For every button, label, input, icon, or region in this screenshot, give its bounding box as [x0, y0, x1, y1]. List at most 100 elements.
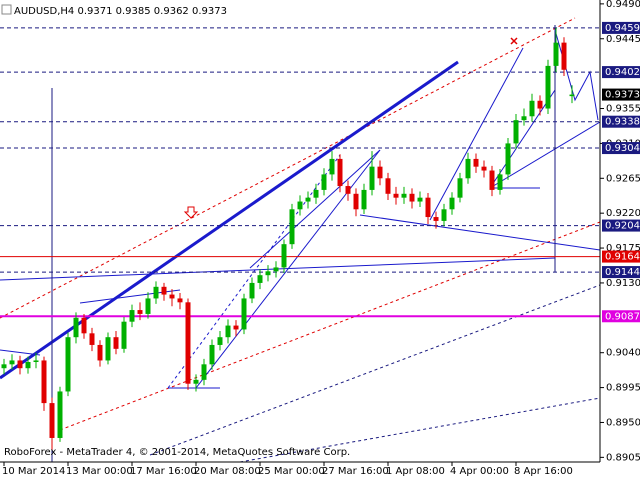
level-label: 0.9144	[605, 267, 640, 278]
candle-body	[537, 100, 543, 109]
level-label: 0.9164	[605, 252, 640, 263]
candle-body	[57, 391, 63, 438]
candle-body	[457, 178, 463, 198]
level-label: 0.9304	[605, 143, 640, 154]
candle-body	[401, 193, 407, 198]
candle-body	[193, 379, 199, 384]
candle-body	[489, 170, 495, 190]
candle-body	[337, 158, 343, 187]
candle-body	[97, 344, 103, 361]
level-box	[602, 266, 640, 279]
level-label: 0.9204	[605, 221, 640, 232]
candle-body	[553, 42, 559, 66]
candle-body	[521, 116, 527, 121]
y-tick-label: 0.8950	[606, 417, 640, 428]
level-box	[602, 115, 640, 128]
candle-body	[417, 197, 423, 202]
x-tick-label: 8 Apr 16:00	[514, 466, 573, 477]
candle-body	[473, 158, 479, 167]
candle-body	[409, 193, 415, 202]
level-box	[602, 21, 640, 34]
candle-body	[257, 275, 263, 283]
y-tick-label: 0.9130	[606, 278, 640, 289]
candle-body	[353, 193, 359, 210]
candle-body	[33, 360, 39, 363]
candle-body	[161, 286, 167, 295]
level-box	[602, 66, 640, 79]
candle-body	[217, 337, 223, 345]
candle-body	[73, 317, 79, 338]
level-label: 0.9338	[605, 117, 640, 128]
candle-body	[113, 337, 119, 349]
candle-body	[449, 197, 455, 210]
x-tick-label: 13 Mar 00:00	[66, 466, 133, 477]
x-tick-label: 25 Mar 00:00	[258, 466, 325, 477]
candle-body	[545, 65, 551, 109]
candle-body	[345, 186, 351, 194]
level-lines	[0, 27, 600, 318]
candle-body	[433, 217, 439, 221]
y-tick-label: 0.8995	[606, 383, 640, 394]
candle-body	[313, 189, 319, 198]
candle-body	[369, 166, 375, 190]
candle-body	[505, 143, 511, 175]
footer: RoboForex - MetaTrader 4, © 2001-2014, M…	[4, 447, 350, 458]
candle-body	[385, 178, 391, 194]
candle-body	[185, 302, 191, 384]
x-tick-label: 4 Apr 00:00	[450, 466, 509, 477]
candle-body	[273, 267, 279, 272]
y-tick-label: 0.9490	[606, 0, 640, 10]
level-box	[602, 310, 640, 323]
candle-body	[65, 337, 71, 392]
x-tick-label: 17 Mar 16:00	[130, 466, 197, 477]
candle-body	[17, 360, 23, 369]
y-tick-label: 0.9355	[606, 104, 640, 115]
candle-body	[465, 158, 471, 179]
candle-body	[1, 364, 7, 369]
level-label: 0.9087	[605, 311, 640, 322]
candle-body	[9, 360, 15, 365]
candle-body	[81, 317, 87, 334]
candle-body	[105, 337, 111, 361]
chart-title: AUDUSD,H4 0.9371 0.9385 0.9362 0.9373	[14, 6, 227, 17]
candle-body	[177, 298, 183, 303]
symbol-icon	[1, 4, 12, 15]
candle-body	[225, 325, 231, 338]
level-box	[602, 250, 640, 263]
level-box	[602, 88, 640, 101]
candle-body	[129, 310, 135, 322]
candle-body	[265, 271, 271, 276]
candle-body	[425, 197, 431, 218]
candle-body	[329, 158, 335, 175]
level-label: 0.9459	[605, 23, 640, 34]
candle-body	[377, 166, 383, 179]
y-tick-label: 0.8905	[606, 452, 640, 463]
candle-body	[153, 286, 159, 299]
x-tick-label: 20 Mar 08:00	[194, 466, 261, 477]
candle-body	[361, 189, 367, 210]
x-tick-label: 1 Apr 08:00	[386, 466, 445, 477]
y-tick-label: 0.9220	[606, 208, 640, 219]
candle-body	[145, 298, 151, 314]
candle-body	[89, 333, 95, 345]
candle-body	[561, 42, 567, 70]
level-label: 0.9373	[605, 90, 640, 101]
candle-body	[121, 321, 127, 349]
candle-body	[297, 201, 303, 210]
candle-body	[441, 209, 447, 221]
candle-body	[41, 360, 47, 404]
candle-body	[321, 174, 327, 190]
level-box	[602, 142, 640, 155]
cross-icon	[510, 37, 518, 45]
arrow-icon	[183, 206, 199, 219]
candle-body	[393, 193, 399, 198]
candle-body	[481, 166, 487, 171]
y-tick-label: 0.9175	[606, 243, 640, 254]
candle-body	[209, 344, 215, 365]
y-tick-label: 0.9265	[606, 173, 640, 184]
candle-body	[249, 282, 255, 299]
candle-body	[305, 197, 311, 202]
x-tick-label: 27 Mar 16:00	[322, 466, 389, 477]
candle-body	[497, 174, 503, 190]
